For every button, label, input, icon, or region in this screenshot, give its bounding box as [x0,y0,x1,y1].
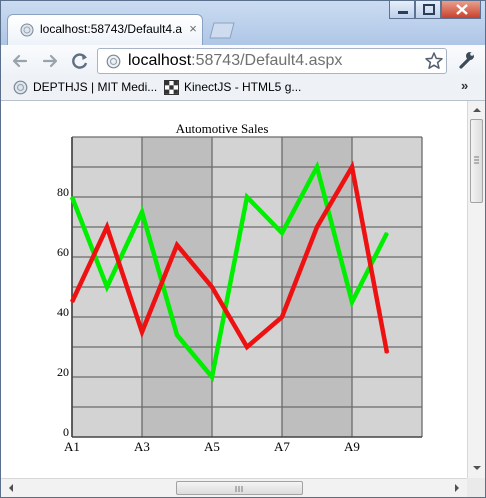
bookmark-kinectjs[interactable]: KinectJS - HTML5 g... [164,79,304,97]
data-point [316,166,318,168]
y-tick-label: 20 [57,365,69,379]
bookmarks-overflow-button[interactable]: » [461,78,469,93]
x-tick-label: A1 [64,439,80,454]
wrench-icon[interactable] [455,49,477,71]
bookmark-label: KinectJS - HTML5 g... [184,80,302,94]
url-path: :58743/Default4.aspx [191,52,343,69]
data-point [281,316,283,318]
bookmark-label: DEPTHJS | MIT Medi... [33,80,158,94]
series-line-2 [69,160,390,354]
series-line-1 [69,160,390,383]
data-point [71,301,73,303]
browser-tab[interactable]: localhost:58743/Default4.aspx × [7,14,203,45]
minimize-button[interactable] [389,1,415,19]
data-point [246,196,248,198]
horizontal-scrollbar[interactable] [1,478,467,497]
url-host: localhost [128,52,192,69]
scrollbar-corner [467,478,485,497]
chart-series [69,160,390,383]
horizontal-scroll-thumb[interactable] [176,481,303,495]
globe-icon [20,23,34,37]
grip-icon [474,156,479,164]
data-point [351,166,353,168]
window-controls [389,1,481,20]
page-icon [106,54,121,69]
data-point [211,286,213,288]
bookmark-star-icon[interactable] [424,51,444,71]
data-point [211,376,213,378]
data-point [316,226,318,228]
browser-toolbar: localhost:58743/Default4.aspx [1,45,485,76]
maximize-icon [423,4,435,15]
data-point [281,232,283,234]
url-text: localhost:58743/Default4.aspx [128,52,342,70]
close-icon [456,4,468,15]
y-tick-label: 0 [63,425,69,439]
y-tick-label: 40 [57,305,69,319]
scroll-left-arrow-icon[interactable] [3,480,19,496]
y-tick-label: 60 [57,245,69,259]
maximize-button[interactable] [415,1,441,19]
address-bar[interactable]: localhost:58743/Default4.aspx [97,48,447,74]
title-bar: localhost:58743/Default4.aspx × [1,1,485,45]
data-point [71,196,73,198]
tab-close-button[interactable]: × [189,21,197,36]
data-point [106,286,108,288]
vertical-scroll-thumb[interactable] [470,119,483,203]
grip-icon [235,486,243,492]
close-window-button[interactable] [441,1,481,19]
vertical-scrollbar[interactable] [467,101,485,478]
data-point [176,244,178,246]
x-tick-label: A7 [274,439,290,454]
checker-icon [164,80,179,95]
back-arrow-icon[interactable] [9,50,31,72]
data-point [176,334,178,336]
minimize-icon [398,11,408,14]
data-point [246,346,248,348]
data-point [386,352,388,354]
data-point [141,211,143,213]
scroll-down-arrow-icon[interactable] [469,460,485,476]
forward-arrow-icon[interactable] [39,50,61,72]
chart-labels: 0 20 40 60 80 A1 A3 A5 A7 A9 [57,185,360,454]
line-chart: 0 20 40 60 80 A1 A3 A5 A7 A9 Automotive Sales [57,121,423,454]
chart-title: Automotive Sales [176,121,269,136]
data-point [141,331,143,333]
globe-icon [13,80,28,95]
scroll-right-arrow-icon[interactable] [449,480,465,496]
bookmark-depthjs[interactable]: DEPTHJS | MIT Medi... [13,79,158,97]
data-point [106,226,108,228]
page-content: 0 20 40 60 80 A1 A3 A5 A7 A9 Automotive Sales [1,101,467,478]
tab-title: localhost:58743/Default4.aspx [40,22,182,36]
x-tick-label: A3 [134,439,150,454]
scroll-up-arrow-icon[interactable] [469,102,485,118]
new-tab-button[interactable] [208,21,236,39]
bookmarks-bar: DEPTHJS | MIT Medi... KinectJS - HTML5 g… [1,76,485,101]
reload-icon[interactable] [69,50,91,72]
x-tick-label: A9 [344,439,360,454]
data-point [351,301,353,303]
data-point [386,232,388,234]
y-tick-label: 80 [57,185,69,199]
x-tick-label: A5 [204,439,220,454]
